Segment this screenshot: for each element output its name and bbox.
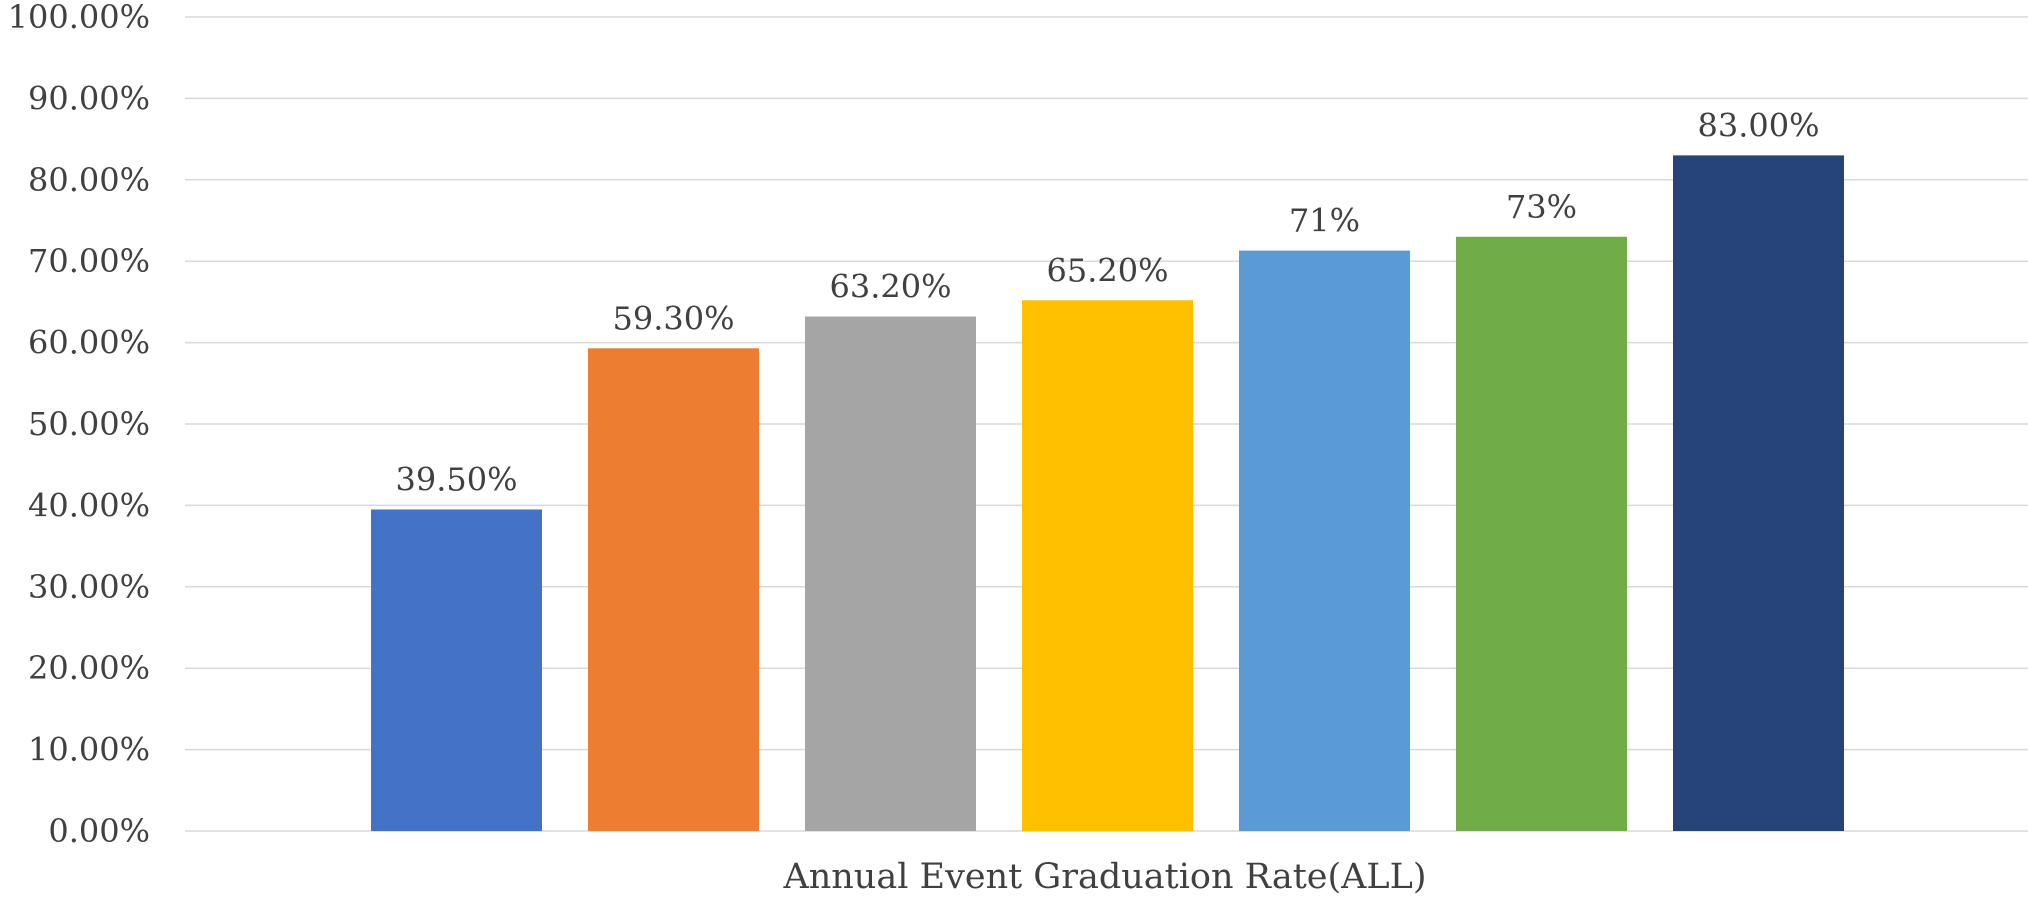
y-tick-label: 90.00% bbox=[28, 79, 150, 117]
bar-value-label: 39.50% bbox=[395, 460, 517, 498]
bar bbox=[1673, 155, 1844, 831]
y-tick-label: 60.00% bbox=[28, 324, 150, 362]
y-tick-label: 40.00% bbox=[28, 486, 150, 524]
bar-value-label: 63.20% bbox=[829, 268, 951, 306]
bar bbox=[1456, 236, 1627, 831]
bar-value-label: 65.20% bbox=[1046, 251, 1168, 289]
y-axis-tick-labels: 0.00% 10.00% 20.00% 30.00% 40.00% 50.00% 60.00… bbox=[8, 0, 150, 850]
bar-value-label: 73% bbox=[1506, 188, 1577, 226]
bars bbox=[371, 155, 1844, 832]
y-tick-label: 80.00% bbox=[28, 161, 150, 199]
x-axis-title: Annual Event Graduation Rate(ALL) bbox=[782, 857, 1426, 897]
data-labels: 39.50% 59.30% 63.20% 65.20% 71% 73% 83.00% bbox=[395, 106, 1819, 498]
bar bbox=[1022, 300, 1193, 832]
bar-value-label: 83.00% bbox=[1697, 106, 1819, 144]
y-tick-label: 70.00% bbox=[28, 242, 150, 280]
bar-value-label: 71% bbox=[1289, 202, 1360, 240]
y-tick-label: 10.00% bbox=[28, 731, 150, 769]
bar bbox=[588, 348, 759, 831]
bar bbox=[805, 316, 976, 831]
bar bbox=[1239, 250, 1410, 832]
y-tick-label: 50.00% bbox=[28, 405, 150, 443]
bar bbox=[371, 509, 542, 831]
y-tick-label: 30.00% bbox=[28, 568, 150, 606]
y-tick-label: 0.00% bbox=[48, 812, 150, 850]
y-tick-label: 20.00% bbox=[28, 649, 150, 687]
y-tick-label: 100.00% bbox=[8, 0, 150, 36]
bar-value-label: 59.30% bbox=[612, 299, 734, 337]
